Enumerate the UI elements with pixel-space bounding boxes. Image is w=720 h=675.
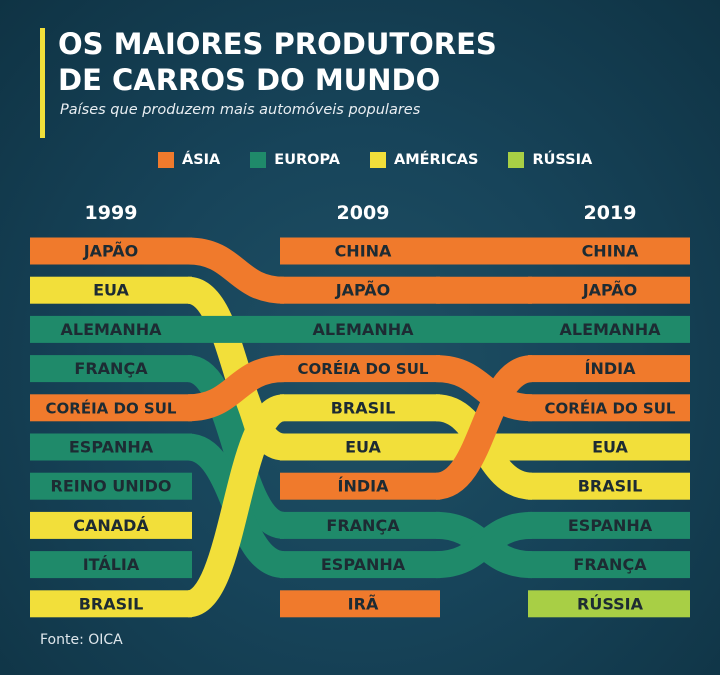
label-india-2019: ÍNDIA xyxy=(585,359,637,378)
label-franca-2019: FRANÇA xyxy=(573,555,647,574)
bar-eua-2009 xyxy=(280,433,440,461)
bar-espanha-2009 xyxy=(280,551,440,579)
label-eua-1999: EUA xyxy=(93,281,129,300)
label-espanha-2019: ESPANHA xyxy=(568,516,653,535)
label-brasil-2019: BRASIL xyxy=(578,477,643,496)
year-header-2019: 2019 xyxy=(584,202,637,224)
bar-alemanha-full xyxy=(30,315,690,343)
label-russia-2019: RÚSSIA xyxy=(577,594,644,613)
label-japao-2009: JAPÃO xyxy=(335,281,391,300)
bar-espanha-2019 xyxy=(528,511,690,539)
label-brasil-2009: BRASIL xyxy=(331,398,396,417)
label-eua-2009: EUA xyxy=(345,438,381,457)
label-india-2009: ÍNDIA xyxy=(338,477,390,496)
label-reino-unido-1999: REINO UNIDO xyxy=(51,477,172,496)
bar-eua-1999 xyxy=(30,276,192,304)
label-eua-2019: EUA xyxy=(592,438,628,457)
bar-coreia-do-sul-1999 xyxy=(30,394,192,422)
connector-india-2009-2019 xyxy=(433,355,535,500)
label-franca-1999: FRANÇA xyxy=(74,359,148,378)
label-italia-1999: ITÁLIA xyxy=(83,555,140,574)
legend-item-russia: RÚSSIA xyxy=(508,152,592,168)
legend: ÁSIA EUROPA AMÉRICAS RÚSSIA xyxy=(158,152,592,168)
label-china-2009: CHINA xyxy=(335,242,392,261)
label-coreia-do-sul-1999: CORÉIA DO SUL xyxy=(46,398,177,417)
source-note: Fonte: OICA xyxy=(40,632,123,648)
bar-franca-2009 xyxy=(280,511,440,539)
label-alemanha-2009: ALEMANHA xyxy=(313,320,415,339)
legend-swatch-americas xyxy=(370,152,386,168)
bar-eua-2019 xyxy=(528,433,690,461)
title-line-1: OS MAIORES PRODUTORES xyxy=(58,27,497,61)
bar-italia-1999 xyxy=(30,551,192,579)
title-line-2: DE CARROS DO MUNDO xyxy=(58,63,441,97)
connector-coreia-do-sul-1999-2009 xyxy=(187,355,285,422)
label-franca-2009: FRANÇA xyxy=(326,516,400,535)
rank-bars xyxy=(30,237,690,618)
connector-franca-1999-2009 xyxy=(185,355,287,539)
year-header-1999: 1999 xyxy=(85,202,138,224)
bar-brasil-2019 xyxy=(528,472,690,500)
legend-item-americas: AMÉRICAS xyxy=(370,152,478,168)
rank-connectors xyxy=(185,237,535,618)
bar-india-2019 xyxy=(528,355,690,383)
label-alemanha-2019: ALEMANHA xyxy=(560,320,662,339)
label-canada-1999: CANADÁ xyxy=(73,516,149,535)
legend-swatch-europa xyxy=(250,152,267,168)
legend-item-europa: EUROPA xyxy=(250,152,340,168)
year-header-2009: 2009 xyxy=(337,202,390,224)
connector-japao-1999-2009 xyxy=(187,237,285,304)
label-alemanha-1999: ALEMANHA xyxy=(61,320,163,339)
label-coreia-do-sul-2009: CORÉIA DO SUL xyxy=(298,359,429,378)
bar-china-2019 xyxy=(528,237,690,265)
bar-coreia-do-sul-2009 xyxy=(280,355,440,383)
bar-espanha-1999 xyxy=(30,433,192,461)
legend-label-russia: RÚSSIA xyxy=(532,152,593,168)
label-brasil-1999: BRASIL xyxy=(79,594,144,613)
label-ira-2009: IRÃ xyxy=(348,594,379,613)
legend-swatch-russia xyxy=(508,152,525,168)
connector-coreia-do-sul-2009-2019 xyxy=(435,355,533,422)
rank-labels: JAPÃO JAPÃO JAPÃO EUA EUA EUA ALEMANHA ALEMANHA… xyxy=(46,242,676,614)
bar-japao-1999 xyxy=(30,237,192,265)
label-japao-1999: JAPÃO xyxy=(83,242,139,261)
bar-franca-1999 xyxy=(30,355,192,383)
bar-china-2009 xyxy=(280,237,440,265)
year-headers: 1999 2009 2019 xyxy=(85,202,637,224)
connector-espanha-2009-2019 xyxy=(435,511,533,579)
bar-reino-unido-1999 xyxy=(30,472,192,500)
label-espanha-2009: ESPANHA xyxy=(321,555,406,574)
bar-russia-2019 xyxy=(528,590,690,618)
page-title: OS MAIORES PRODUTORES DE CARROS DO MUNDO xyxy=(58,26,678,98)
bar-india-2009 xyxy=(280,472,440,500)
bar-japao-2009 xyxy=(280,276,440,304)
connector-brasil-1999-2009 xyxy=(185,394,287,618)
bar-coreia-do-sul-2019 xyxy=(528,394,690,422)
label-china-2019: CHINA xyxy=(582,242,639,261)
legend-item-asia: ÁSIA xyxy=(158,152,220,168)
bar-franca-2019 xyxy=(528,551,690,579)
legend-label-europa: EUROPA xyxy=(274,152,340,168)
legend-label-asia: ÁSIA xyxy=(182,152,221,168)
bar-brasil-2009 xyxy=(280,394,440,422)
title-accent-bar xyxy=(40,28,45,138)
label-coreia-do-sul-2019: CORÉIA DO SUL xyxy=(545,398,676,417)
legend-swatch-asia xyxy=(158,152,174,168)
label-japao-2019: JAPÃO xyxy=(582,281,638,300)
bar-canada-1999 xyxy=(30,511,192,539)
bar-ira-2009 xyxy=(280,590,440,618)
page-subtitle: Países que produzem mais automóveis popu… xyxy=(60,102,421,118)
legend-label-americas: AMÉRICAS xyxy=(394,152,479,168)
bar-brasil-1999 xyxy=(30,590,192,618)
label-espanha-1999: ESPANHA xyxy=(69,438,154,457)
bar-japao-2019 xyxy=(528,276,690,304)
